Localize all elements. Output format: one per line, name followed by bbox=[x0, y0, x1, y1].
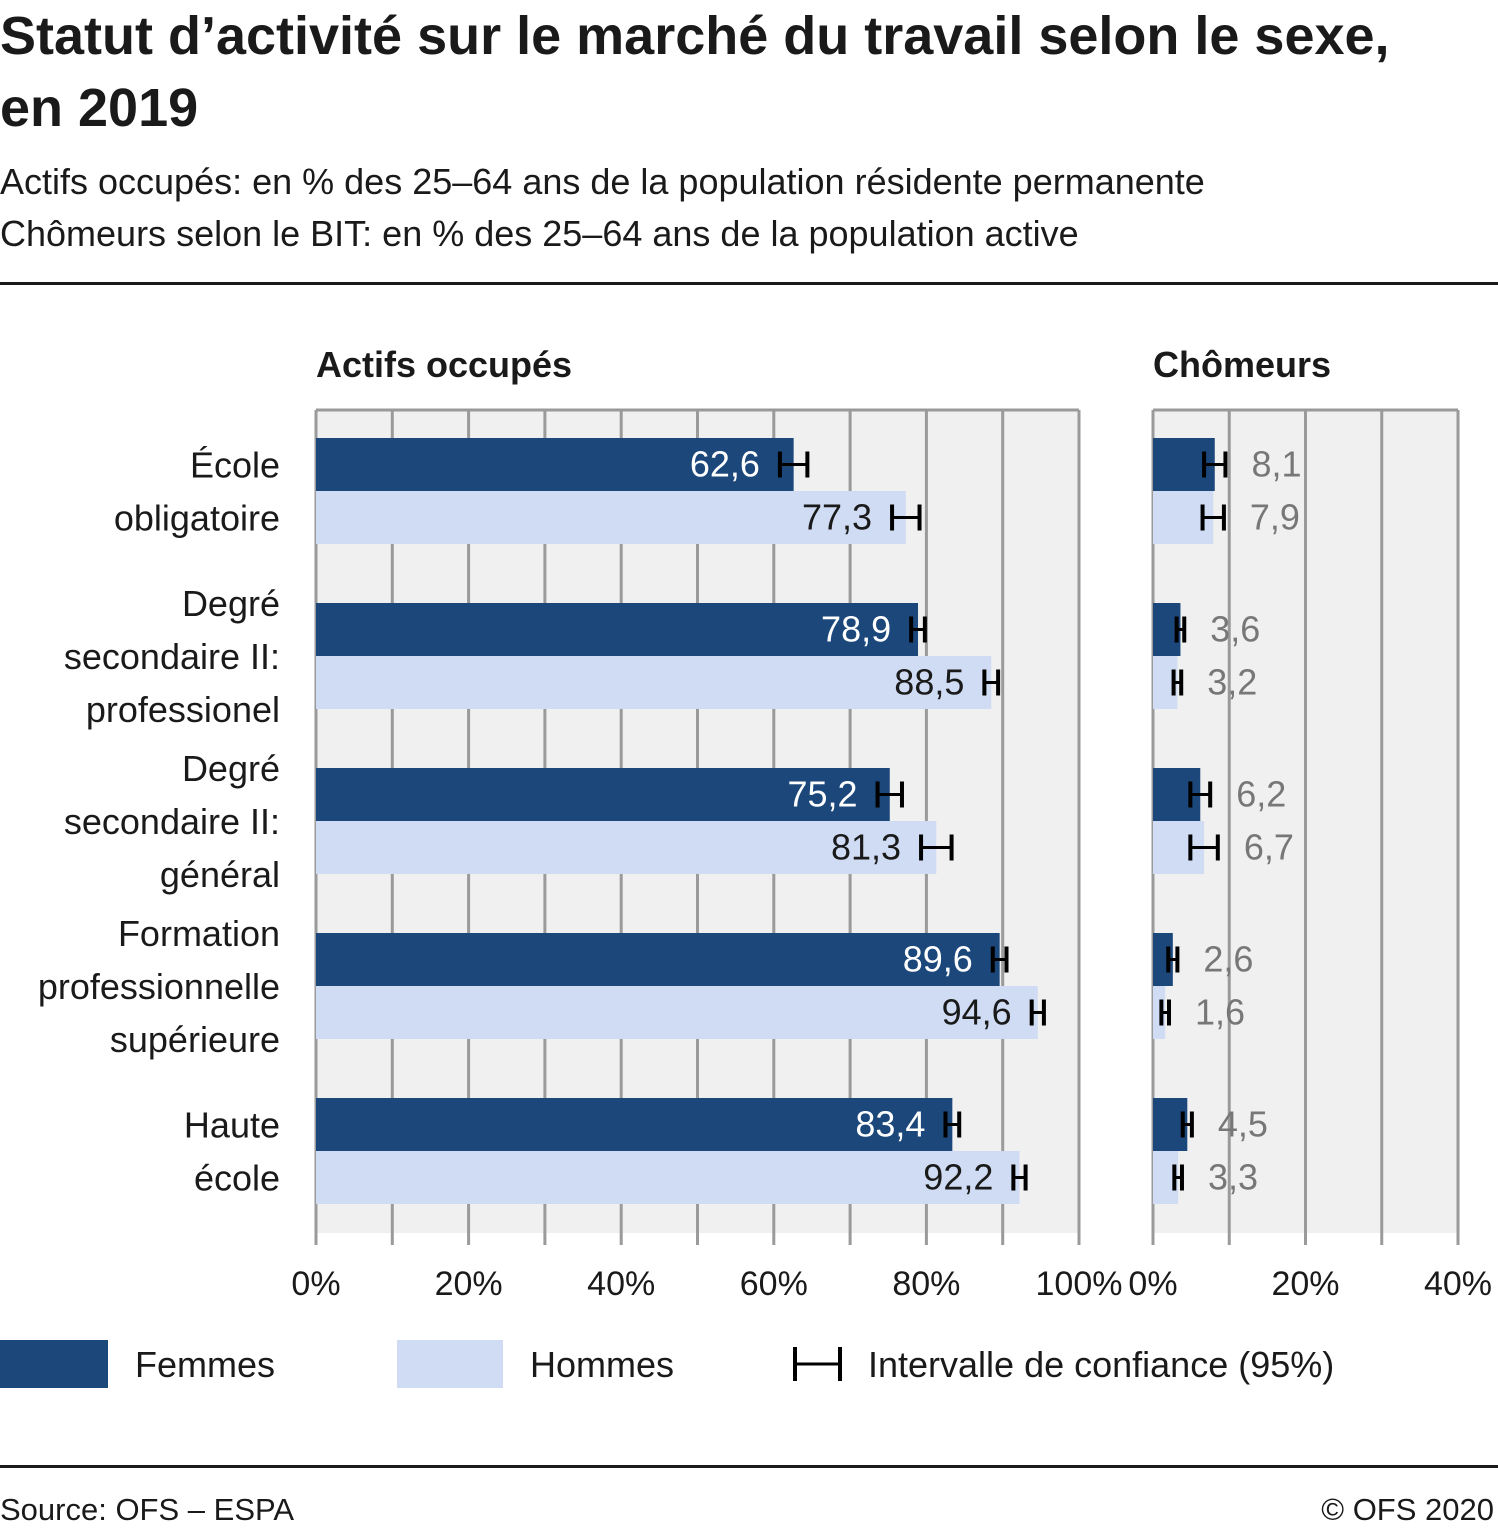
bar-hommes bbox=[316, 821, 937, 874]
category-label: école bbox=[194, 1158, 280, 1199]
legend-label-ci: Intervalle de confiance (95%) bbox=[868, 1344, 1334, 1385]
bottom-divider bbox=[0, 1465, 1498, 1468]
data-label: 3,3 bbox=[1208, 1157, 1258, 1198]
bar-hommes bbox=[316, 656, 992, 709]
data-label: 77,3 bbox=[802, 497, 872, 538]
data-label: 6,7 bbox=[1244, 827, 1294, 868]
category-label: École bbox=[190, 445, 280, 486]
data-label: 89,6 bbox=[903, 939, 973, 980]
data-label: 94,6 bbox=[942, 992, 1012, 1033]
legend-label-femmes: Femmes bbox=[135, 1344, 275, 1385]
data-label: 7,9 bbox=[1250, 497, 1300, 538]
x-tick-label: 40% bbox=[587, 1265, 655, 1303]
category-label: Degré bbox=[182, 748, 280, 789]
data-label: 81,3 bbox=[831, 827, 901, 868]
data-label: 88,5 bbox=[894, 662, 964, 703]
bar-femmes bbox=[316, 768, 890, 821]
bar-femmes bbox=[316, 438, 794, 491]
top-divider bbox=[0, 282, 1498, 285]
x-tick-label: 0% bbox=[1128, 1265, 1177, 1303]
copyright-note: © OFS 2020 bbox=[1321, 1492, 1494, 1527]
category-label: supérieure bbox=[110, 1019, 280, 1060]
data-label: 3,2 bbox=[1207, 662, 1257, 703]
x-tick-label: 20% bbox=[1271, 1265, 1339, 1303]
legend-label-hommes: Hommes bbox=[530, 1344, 674, 1385]
data-label: 75,2 bbox=[787, 774, 857, 815]
bar-femmes bbox=[1153, 933, 1173, 986]
data-label: 1,6 bbox=[1195, 992, 1245, 1033]
category-label: Haute bbox=[184, 1105, 280, 1146]
category-label: professionel bbox=[86, 689, 280, 730]
data-label: 2,6 bbox=[1203, 939, 1253, 980]
x-tick-label: 80% bbox=[892, 1265, 960, 1303]
subtitle-line-1: Actifs occupés: en % des 25–64 ans de la… bbox=[0, 161, 1205, 202]
subtitle-line-2: Chômeurs selon le BIT: en % des 25–64 an… bbox=[0, 213, 1079, 254]
category-label: secondaire II: bbox=[64, 636, 280, 677]
data-label: 78,9 bbox=[821, 609, 891, 650]
category-label: Formation bbox=[118, 913, 280, 954]
panel-title-2: Chômeurs bbox=[1153, 344, 1331, 385]
bar-femmes bbox=[316, 933, 1000, 986]
chart-title: Statut d’activité sur le marché du trava… bbox=[0, 6, 1390, 138]
source-note: Source: OFS – ESPA bbox=[0, 1492, 295, 1527]
data-label: 8,1 bbox=[1251, 444, 1301, 485]
category-label: obligatoire bbox=[114, 498, 280, 539]
x-tick-label: 60% bbox=[740, 1265, 808, 1303]
bar-femmes bbox=[316, 1098, 953, 1151]
legend-swatch-hommes bbox=[397, 1340, 503, 1388]
data-label: 4,5 bbox=[1218, 1104, 1268, 1145]
data-label: 6,2 bbox=[1236, 774, 1286, 815]
x-tick-label: 100% bbox=[1036, 1265, 1123, 1303]
bar-hommes bbox=[316, 986, 1038, 1039]
legend-swatch-femmes bbox=[0, 1340, 108, 1388]
data-label: 92,2 bbox=[923, 1157, 993, 1198]
x-tick-label: 0% bbox=[291, 1265, 340, 1303]
bar-chart: Actifs occupés 0% 20% 40% 60% 80% 100% 62,6 78,9… bbox=[0, 344, 1492, 1388]
bar-hommes bbox=[1153, 986, 1166, 1039]
category-label: général bbox=[160, 854, 280, 895]
data-label: 83,4 bbox=[855, 1104, 925, 1145]
panel-title-1: Actifs occupés bbox=[316, 344, 572, 385]
bar-hommes bbox=[316, 491, 906, 544]
category-label: Degré bbox=[182, 583, 280, 624]
x-tick-label: 20% bbox=[435, 1265, 503, 1303]
category-label: secondaire II: bbox=[64, 801, 280, 842]
bar-femmes bbox=[316, 603, 919, 656]
data-label: 62,6 bbox=[690, 444, 760, 485]
x-tick-label: 40% bbox=[1424, 1265, 1492, 1303]
category-label: professionnelle bbox=[38, 966, 280, 1007]
data-label: 3,6 bbox=[1210, 609, 1260, 650]
bar-hommes bbox=[316, 1151, 1020, 1204]
